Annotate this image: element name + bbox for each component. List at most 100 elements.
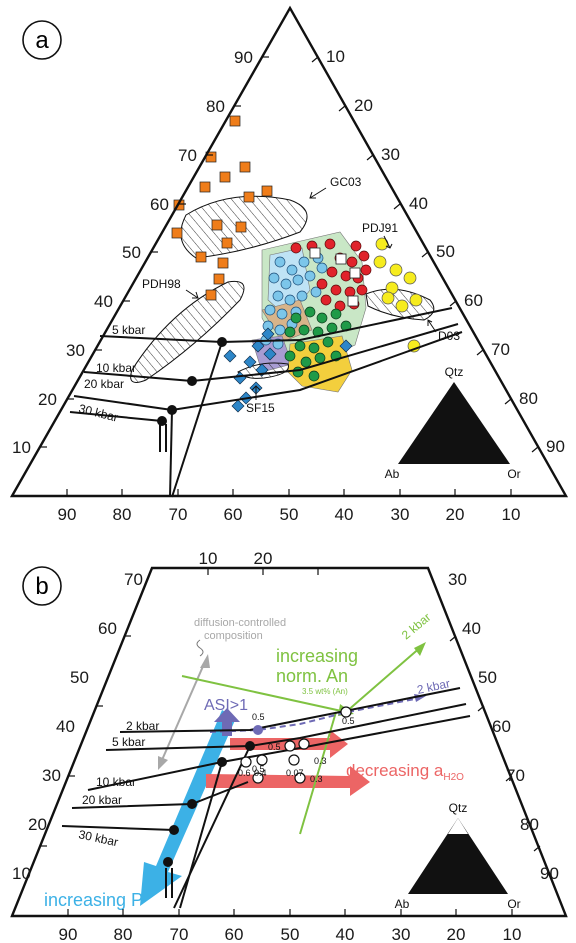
tick-right-b-90: 90 [540,864,559,883]
increasing-p-label: increasing P [44,890,143,910]
field-pdh98 [130,280,245,383]
panel-b: b [10,549,568,943]
tick-left-a-40: 40 [94,292,113,311]
pointer-pdh98 [185,289,199,299]
mini-a-or: Or [507,467,520,481]
label-sf15: SF15 [246,401,275,415]
mini-a-qtz: Qtz [445,365,464,379]
label-gc03: GC03 [330,175,362,189]
isobar-b-20: 20 kbar [82,793,122,807]
asi-label: ASI>1 [204,697,248,714]
tick-right-b-70: 70 [506,766,525,785]
tick-left-b-40: 40 [56,717,75,736]
tick-bottom-a-50: 50 [280,505,299,524]
tick-top-b-30: 30 [448,570,467,589]
val-05a: 0.5 [252,712,265,722]
tick-bottom-b-80: 80 [114,925,133,943]
isobar-label-20: 20 kbar [84,377,124,391]
isobar-b-30: 30 kbar [77,827,119,849]
tick-bottom-a-60: 60 [224,505,243,524]
aw-label-sub: H2O [443,772,464,783]
aw-label: decreasing aH2O [346,761,464,783]
tick-right-b-60: 60 [492,717,511,736]
increasing-p-arrow [140,710,236,906]
tick-bottom-a-20: 20 [446,505,465,524]
tick-bottom-a-80: 80 [113,505,132,524]
diffusion-squiggle [196,639,204,657]
val-05b: 0.5 [342,716,355,726]
purple-kbar-label: 2 kbar [416,676,452,697]
open-nodes-b [240,706,352,784]
ternary-trapezoid-b [10,566,568,918]
mini-triangle-b-top [448,818,468,834]
tick-bottom-a-90: 90 [58,505,77,524]
tick-right-b-50: 50 [478,668,497,687]
green-kbar-label: 2 kbar [399,610,434,642]
isobars-a [69,307,463,498]
isobar-label-5: 5 kbar [112,323,145,337]
tick-bottom-a-40: 40 [335,505,354,524]
pointer-gc03 [309,187,327,199]
tick-right-b-40: 40 [462,619,481,638]
tick-bottom-b-50: 50 [281,925,300,943]
val-03b: 0.3 [310,774,323,784]
val-04: 0.4 [254,768,267,778]
tick-left-b-30: 30 [42,766,61,785]
pointer-pdj91 [383,235,393,249]
tick-left-a-20: 20 [38,390,57,409]
tick-left-a-30: 30 [66,341,85,360]
diffusion-label-1: diffusion-controlled [194,617,286,629]
tick-right-a-80: 80 [519,389,538,408]
blue-diamonds [223,327,353,413]
isobar-nodes-a [157,337,227,426]
tick-bottom-a-10: 10 [502,505,521,524]
tick-left-a-60: 60 [150,195,169,214]
an-note: 3.5 wt% (An) [302,687,348,696]
tick-bottom-a-30: 30 [391,505,410,524]
tick-right-a-70: 70 [491,340,510,359]
val-05d: 0.5 [252,764,265,774]
tick-left-b-50: 50 [70,668,89,687]
tick-right-a-60: 60 [464,291,483,310]
white-squares [309,247,361,307]
tick-bottom-b-20: 20 [447,925,466,943]
label-d03: D03 [438,329,460,343]
ticks-bottom-a [66,489,512,496]
tick-right-a-20: 20 [354,96,373,115]
tick-left-a-70: 70 [178,146,197,165]
asi-arrow [214,708,240,736]
tick-bottom-b-40: 40 [336,925,355,943]
tick-bottom-b-60: 60 [225,925,244,943]
panel-b-letter: b [35,573,48,600]
tick-left-b-10: 10 [12,864,31,883]
norm-an-label-2: norm. An [276,666,348,686]
panel-a-letter: a [35,27,49,54]
val-03a: 0.3 [314,756,327,766]
diffusion-arrow [158,654,210,770]
tick-right-a-40: 40 [409,194,428,213]
tick-left-b-20: 20 [28,815,47,834]
tick-right-b-80: 80 [520,815,539,834]
purple-node [253,725,263,735]
tick-left-a-90: 90 [234,48,253,67]
tick-bottom-b-10: 10 [503,925,522,943]
tick-right-a-90: 90 [546,437,565,456]
val-05c: 0.5 [268,742,281,752]
panel-a-letter-circle [22,20,62,60]
tick-left-a-80: 80 [206,97,225,116]
val-06: 0.6 [238,768,251,778]
green-circles [284,306,352,382]
panel-a: a [9,5,569,524]
isobar-b-10: 10 kbar [96,775,136,789]
tick-bottom-a-70: 70 [169,505,188,524]
norm-an-label-1: increasing [276,646,358,666]
label-pdh98: PDH98 [142,277,181,291]
panel-b-letter-circle [22,566,62,606]
tick-bottom-b-70: 70 [170,925,189,943]
ticks-left-a [40,56,269,448]
aw-arrow-lower [206,766,370,796]
val-007: 0.07 [286,768,304,778]
tick-left-a-50: 50 [122,243,141,262]
pointer-sf15 [251,385,261,400]
green-kbar-arrowhead [414,642,426,656]
